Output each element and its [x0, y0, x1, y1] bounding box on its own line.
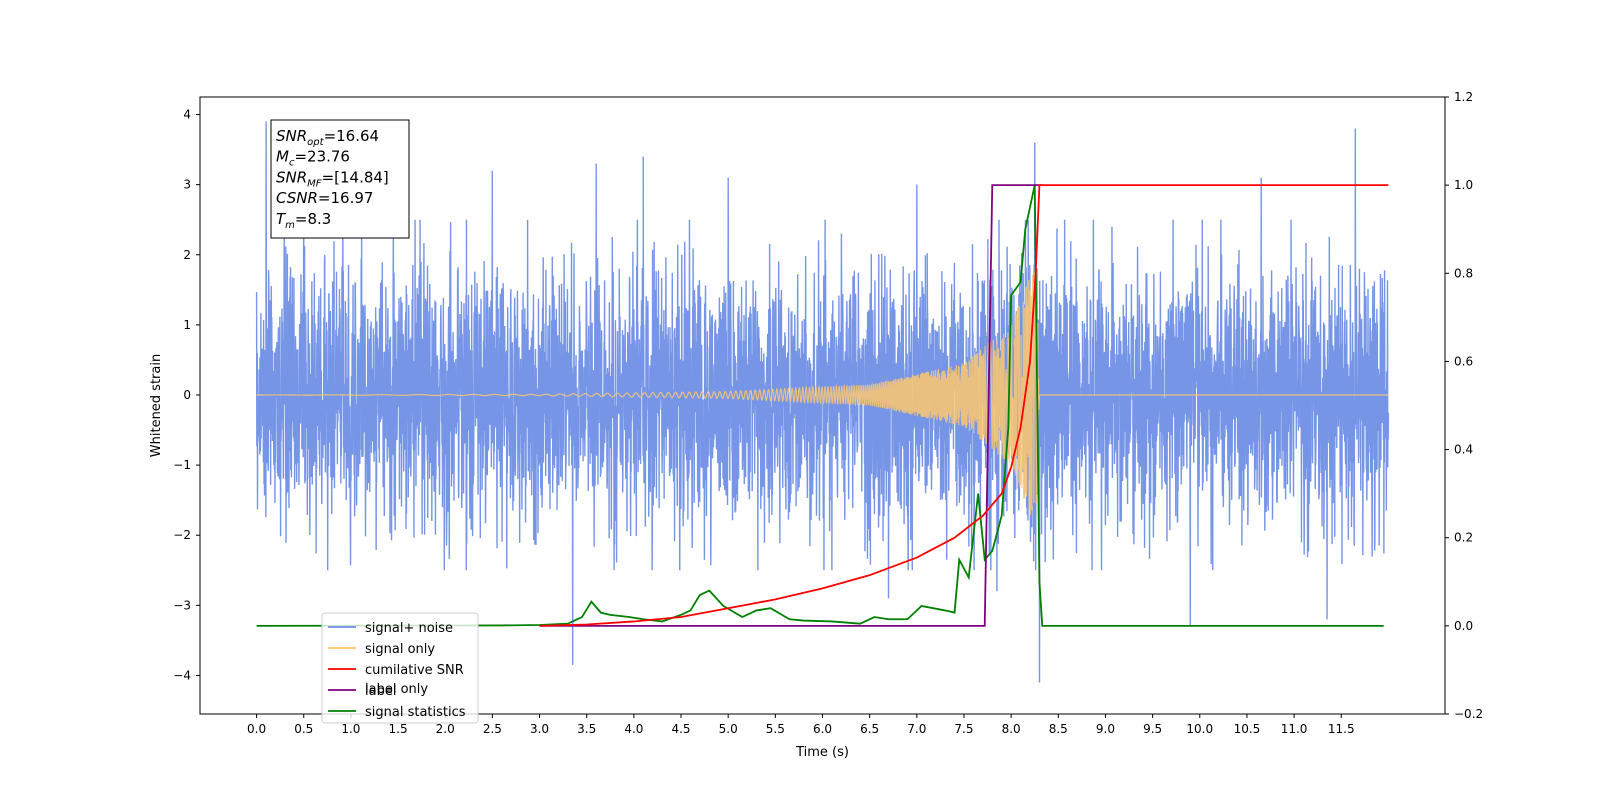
legend: label only signal+ noise signal only cumila…: [321, 612, 479, 724]
series-signal-plus-noise-line: [255, 121, 1390, 683]
y-tick-label: −3: [173, 598, 191, 612]
x-tick-label: 2.5: [483, 722, 502, 736]
x-tick-label: 7.0: [907, 722, 926, 736]
series-cumulative-snr-line: [539, 184, 1389, 627]
annotation-line: Mc=23.76: [276, 148, 350, 169]
x-tick-label: 5.5: [766, 722, 785, 736]
legend-entry-label: label: [365, 684, 396, 699]
series-signal-statistics-line: [256, 184, 1384, 627]
x-tick-label: 10.5: [1234, 722, 1261, 736]
x-tick-label: 3.0: [530, 722, 549, 736]
y-tick-label: 3: [183, 178, 191, 192]
x-tick-label: 2.0: [436, 722, 455, 736]
series-signal-only-line: [256, 267, 1389, 515]
y-tick-label: −4: [173, 668, 191, 682]
y2-tick-label: 0.0: [1454, 619, 1473, 633]
y2-tick-label: −0.2: [1454, 707, 1483, 721]
series-label-line: [539, 184, 1043, 627]
annotation-line: Tm=8.3: [276, 210, 331, 231]
y-tick-label: −1: [173, 458, 191, 472]
y2-tick-label: 1.2: [1454, 90, 1473, 104]
y-tick-label: 1: [183, 318, 191, 332]
x-tick-label: 8.5: [1049, 722, 1068, 736]
legend-hidden-text: label only: [365, 682, 428, 697]
y-axis-label: Whitened strain: [149, 354, 164, 457]
ticks-layer: 0.0 0.5 1.0 1.5 2.0 2.5 3.0 3.5 4.0 4.5 5.0 5.5 6.0 6…: [173, 90, 1483, 736]
legend-entry-label: signal+ noise: [365, 621, 453, 636]
y-tick-label: 4: [183, 108, 191, 122]
y2-tick-label: 0.2: [1454, 531, 1473, 545]
y2-tick-label: 0.6: [1454, 354, 1473, 368]
legend-entry-label: cumilative SNR: [365, 663, 464, 678]
x-tick-label: 6.0: [813, 722, 832, 736]
y-tick-label: 2: [183, 248, 191, 262]
x-tick-label: 0.0: [247, 722, 266, 736]
x-tick-label: 6.5: [860, 722, 879, 736]
y2-tick-label: 0.4: [1454, 443, 1473, 457]
legend-entry-label: signal only: [365, 642, 435, 657]
x-tick-label: 0.5: [294, 722, 313, 736]
x-tick-label: 8.0: [1002, 722, 1021, 736]
y-tick-label: −2: [173, 528, 191, 542]
x-tick-label: 7.5: [954, 722, 973, 736]
x-axis-label: Time (s): [795, 745, 849, 760]
series-layer: [255, 121, 1390, 683]
x-tick-label: 4.0: [624, 722, 643, 736]
x-tick-label: 11.0: [1281, 722, 1308, 736]
x-tick-label: 1.0: [341, 722, 360, 736]
y2-tick-label: 0.8: [1454, 266, 1473, 280]
annotation-line: SNRMF=[14.84]: [276, 168, 389, 189]
y-tick-label: 0: [183, 388, 191, 402]
annotation-line: SNRopt=16.64: [276, 127, 379, 148]
x-tick-label: 4.5: [671, 722, 690, 736]
x-tick-label: 9.0: [1096, 722, 1115, 736]
x-tick-label: 11.5: [1328, 722, 1355, 736]
annotation-line: CSNR=16.97: [276, 189, 373, 207]
x-tick-label: 9.5: [1143, 722, 1162, 736]
x-tick-label: 1.5: [389, 722, 408, 736]
x-tick-label: 10.0: [1186, 722, 1213, 736]
x-tick-label: 3.5: [577, 722, 596, 736]
legend-entry-label: signal statistics: [365, 705, 466, 720]
y2-tick-label: 1.0: [1454, 178, 1473, 192]
x-tick-label: 5.0: [719, 722, 738, 736]
annotation-box: SNRopt=16.64Mc=23.76SNRMF=[14.84]CSNR=16…: [270, 119, 410, 239]
